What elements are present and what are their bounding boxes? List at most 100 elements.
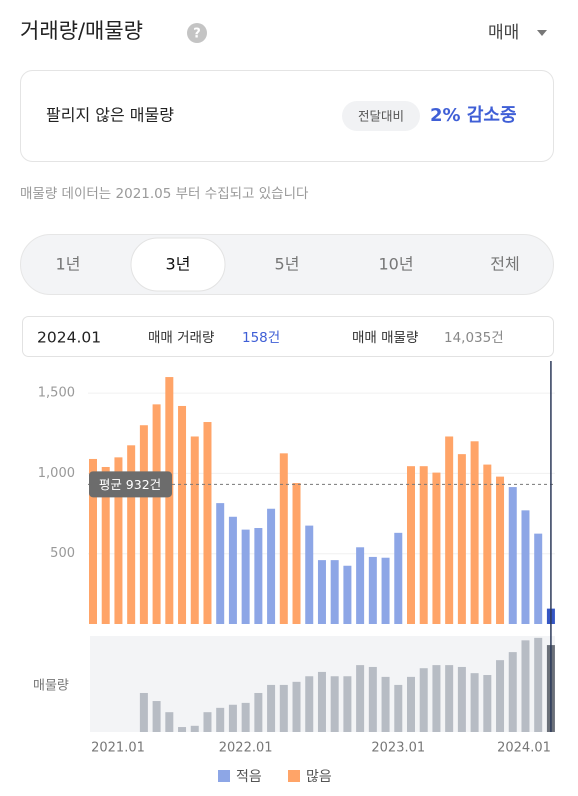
listing-bar bbox=[279, 684, 288, 732]
bar bbox=[534, 533, 543, 624]
title: 거래량/매물량 bbox=[20, 19, 143, 43]
tab[interactable]: 1년 bbox=[56, 255, 81, 274]
bar bbox=[114, 457, 123, 624]
listing-bar bbox=[241, 702, 250, 732]
bar bbox=[101, 466, 110, 624]
listing-bar bbox=[356, 665, 365, 732]
bar bbox=[394, 532, 403, 624]
listing-bar bbox=[139, 692, 148, 732]
listing-bar bbox=[368, 666, 377, 732]
bar bbox=[178, 405, 187, 624]
info-date: 2024.01 bbox=[37, 329, 101, 347]
note: 매물량 데이터는 2021.05 부터 수집되고 있습니다 bbox=[20, 186, 309, 202]
listing-bar bbox=[508, 652, 517, 732]
bar bbox=[292, 483, 301, 624]
listing-bar bbox=[394, 684, 403, 732]
listing-bar bbox=[330, 676, 339, 732]
listing-bar bbox=[343, 676, 352, 732]
bar bbox=[127, 445, 136, 624]
bar bbox=[241, 529, 250, 624]
listing-bar bbox=[470, 673, 479, 732]
summary-label: 팔리지 않은 매물량 bbox=[46, 106, 174, 125]
listing-bar bbox=[457, 666, 466, 732]
listing-bar bbox=[254, 692, 263, 732]
bar bbox=[190, 436, 199, 624]
badge-text: 전달대비 bbox=[358, 109, 404, 124]
listing-bar bbox=[496, 660, 505, 732]
bar bbox=[521, 510, 530, 624]
legend-swatch bbox=[288, 770, 300, 782]
bar bbox=[419, 466, 428, 624]
badge bbox=[342, 101, 420, 131]
listing-label: 매물량 bbox=[33, 679, 69, 694]
bar bbox=[279, 453, 288, 624]
listing-bar bbox=[305, 676, 314, 732]
help-icon[interactable] bbox=[187, 23, 207, 43]
info-listing-label: 매매 매물량 bbox=[352, 330, 418, 346]
listing-bar bbox=[292, 681, 301, 732]
bar bbox=[317, 560, 326, 624]
bar bbox=[228, 516, 237, 624]
bar bbox=[165, 377, 174, 624]
listing-bar bbox=[521, 640, 530, 732]
y-tick-label: 1,500 bbox=[38, 386, 75, 401]
x-tick-label: 2022.01 bbox=[219, 741, 273, 756]
listing-bar bbox=[216, 707, 225, 732]
dropdown-arrow bbox=[537, 30, 547, 36]
bar bbox=[267, 508, 276, 624]
bar bbox=[305, 525, 314, 624]
average-label: 평균 932건 bbox=[99, 477, 161, 492]
bar bbox=[368, 556, 377, 624]
bar bbox=[343, 565, 352, 624]
bar bbox=[496, 476, 505, 624]
bar bbox=[432, 472, 441, 624]
x-tick-label: 2021.01 bbox=[91, 741, 145, 756]
listing-bar bbox=[534, 637, 543, 732]
legend-label: 적음 bbox=[236, 769, 262, 785]
bar bbox=[216, 503, 225, 624]
bar bbox=[356, 547, 365, 624]
x-tick-label: 2023.01 bbox=[371, 741, 425, 756]
bar bbox=[139, 425, 148, 624]
bar bbox=[330, 560, 339, 624]
listing-bar bbox=[419, 668, 428, 732]
listing-bar bbox=[165, 712, 174, 732]
info-volume: 158건 bbox=[242, 330, 280, 346]
bar bbox=[407, 466, 415, 624]
listing-bar bbox=[483, 675, 492, 732]
tab[interactable]: 10년 bbox=[378, 255, 413, 274]
tab[interactable]: 3년 bbox=[166, 255, 191, 274]
y-tick-label: 500 bbox=[50, 546, 75, 561]
tab-selected bbox=[130, 237, 226, 292]
listing-bar bbox=[317, 671, 326, 732]
listing-bar bbox=[190, 725, 199, 732]
info-volume-label: 매매 거래량 bbox=[148, 330, 214, 346]
summary-change: 2% 감소중 bbox=[430, 105, 517, 126]
listing-bar bbox=[432, 665, 441, 732]
summary-card bbox=[20, 70, 554, 162]
legend-label: 많음 bbox=[306, 769, 332, 785]
listing-bar bbox=[228, 704, 237, 732]
dropdown[interactable]: 매매 bbox=[488, 23, 519, 43]
legend-swatch bbox=[218, 770, 230, 782]
listing-bar bbox=[178, 727, 187, 732]
y-tick-label: 1,000 bbox=[38, 466, 75, 481]
bar bbox=[508, 487, 517, 624]
bar bbox=[89, 458, 97, 624]
bar bbox=[152, 404, 161, 624]
average-badge bbox=[89, 471, 172, 498]
tab[interactable]: 전체 bbox=[490, 255, 519, 274]
help-text: ? bbox=[193, 27, 201, 42]
info-box bbox=[22, 316, 554, 357]
tab[interactable]: 5년 bbox=[275, 255, 300, 274]
listing-bar bbox=[381, 676, 390, 732]
bar bbox=[483, 464, 492, 624]
bar bbox=[445, 436, 454, 624]
bar bbox=[457, 454, 466, 624]
listing-bar bbox=[407, 676, 415, 732]
info-listing: 14,035건 bbox=[444, 330, 504, 346]
listing-bar bbox=[267, 684, 276, 732]
bar bbox=[381, 557, 390, 624]
listing-bar bbox=[445, 665, 454, 732]
